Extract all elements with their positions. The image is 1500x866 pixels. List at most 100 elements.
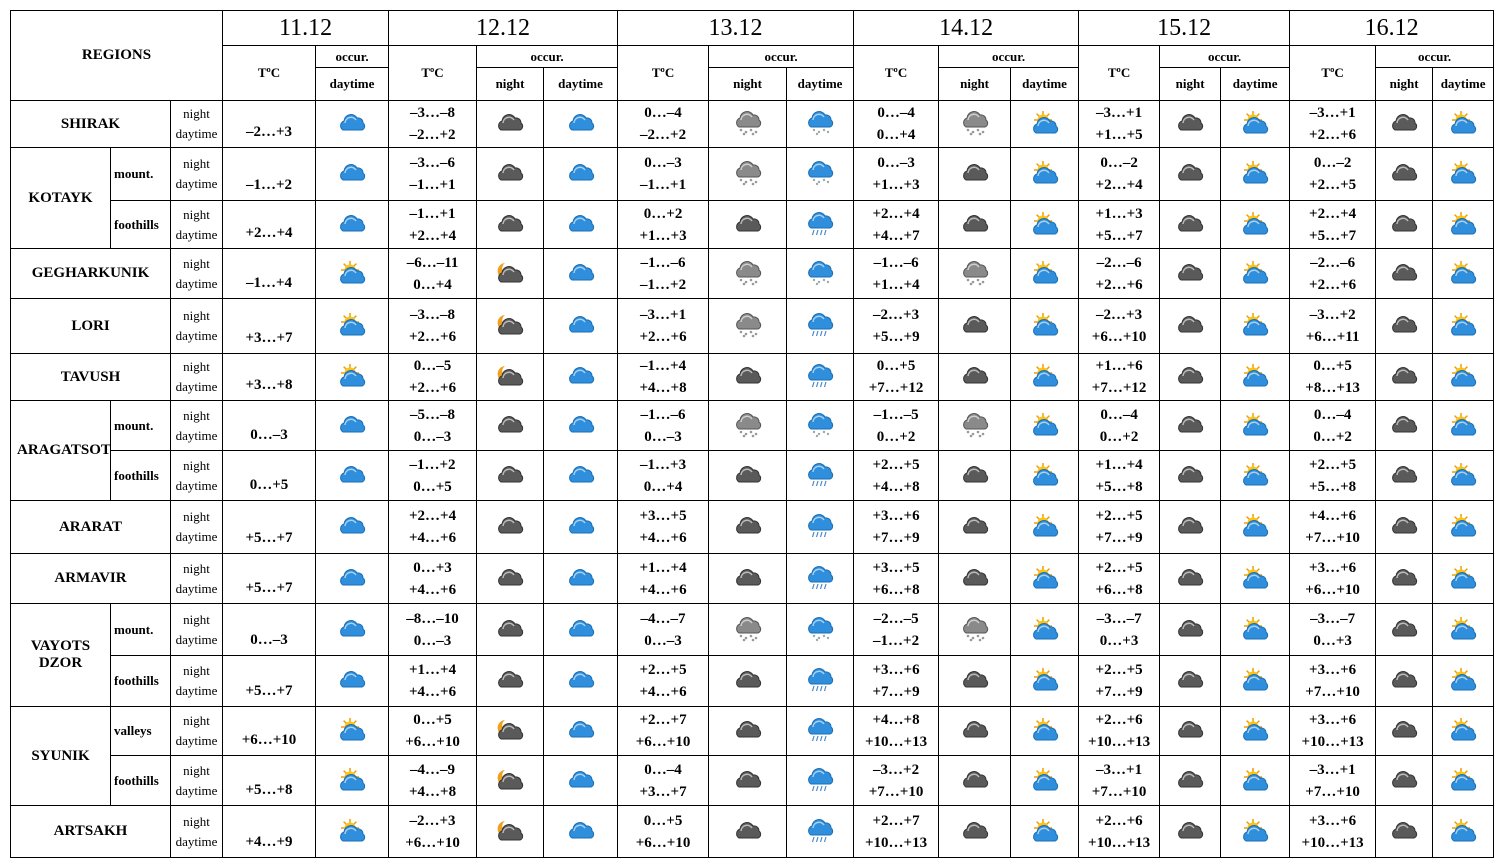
temp-cell: 0…+2 +1…+3: [617, 200, 710, 249]
subregion: foothills: [110, 755, 171, 806]
weather-icon: [962, 316, 988, 333]
icon-cell: [1375, 353, 1434, 401]
temp-cell: –1…–6 –1…+2: [617, 248, 710, 299]
icon-cell: [938, 248, 1012, 299]
temperature: –2…+2: [409, 127, 456, 143]
icon-cell: [938, 755, 1012, 806]
weather-icon: [340, 260, 366, 283]
region-name: ARMAVIR: [10, 553, 171, 604]
weather-icon: [568, 465, 594, 482]
period-labels: night daytime: [169, 450, 224, 501]
temp-header: TºC: [388, 45, 478, 101]
icon-cell: [543, 298, 619, 354]
icon-cell: [315, 553, 390, 604]
temperature: –2…+3: [409, 812, 456, 829]
icon-cell: [708, 450, 788, 501]
period-labels: night daytime: [169, 500, 224, 554]
daytime-label: daytime: [175, 427, 218, 443]
region-name: TAVUSH: [10, 353, 171, 401]
temperature: –3…+1: [1309, 761, 1356, 778]
icon-cell: [1010, 603, 1080, 656]
temperature: 0…+3: [413, 559, 452, 576]
icon-cell: [786, 450, 855, 501]
temperature: +5…+9: [872, 329, 920, 345]
icon-cell: [1010, 298, 1080, 354]
temperature: +2…+5: [1095, 508, 1143, 524]
daytime-label: daytime: [175, 580, 218, 596]
weather-icon: [1392, 721, 1418, 738]
weather-icon: [1243, 313, 1269, 336]
weather-icon: [497, 720, 524, 740]
temp-cell: –4…–7 0…–3: [617, 603, 710, 656]
temperature: 0…+2: [1313, 428, 1352, 445]
icon-cell: [543, 755, 619, 806]
temp-cell: +2…+5 +7…+9: [1078, 500, 1161, 554]
region-label: ARAGATSOTN: [17, 442, 111, 458]
night-label: night: [183, 611, 210, 627]
region-name: ARAGATSOTN: [10, 400, 111, 501]
temp-cell: –3…+1 +2…+6: [1289, 100, 1377, 148]
temperature: +3…+5: [872, 559, 920, 576]
weather-icon: [1451, 718, 1477, 741]
temperature: 0…+5: [643, 812, 683, 829]
temperature: +4…+6: [639, 684, 687, 700]
weather-icon: [962, 721, 988, 738]
icon-cell: [543, 400, 619, 451]
weather-icon: [498, 619, 524, 636]
temperature: +2…+6: [639, 329, 687, 345]
icon-cell: [1375, 500, 1434, 554]
temp-cell: 0…+5 +8…+13: [1289, 353, 1377, 401]
temperature: +4…+6: [408, 581, 457, 598]
icon-cell: [1375, 655, 1434, 707]
region-label: ARMAVIR: [54, 570, 127, 586]
weather-icon: [808, 161, 834, 186]
weather-icon: [497, 262, 524, 282]
subregion: mount.: [110, 603, 171, 656]
weather-icon: [1392, 517, 1418, 534]
weather-icon: [568, 671, 594, 688]
weather-icon: [1451, 412, 1477, 435]
temperature: –3…–7: [1096, 610, 1142, 627]
daytime-label: daytime: [175, 631, 218, 647]
region-row: foothills night daytime +2…+4 –1…+1 +2…+4 0…+2…: [11, 200, 1495, 249]
region-name: KOTAYK: [10, 147, 111, 249]
period-labels: night daytime: [169, 298, 224, 354]
temperature: +6…+10: [635, 834, 691, 851]
temp-cell: +3…+5 +4…+6: [617, 500, 710, 554]
icon-cell: [786, 553, 855, 604]
weather-icon: [568, 214, 594, 231]
weather-icon: [497, 366, 524, 386]
weather-icon: [735, 517, 761, 534]
temperature: 0…–3: [644, 155, 682, 171]
weather-icon: [1243, 668, 1269, 691]
temp-header: TºC: [617, 45, 710, 101]
icon-cell: [476, 603, 545, 656]
region-row: ARAGATSOTNmount. night daytime 0…–3 –5…–8 0…–…: [10, 400, 1495, 501]
weather-icon: [497, 315, 524, 335]
temperature: 0…–3: [250, 427, 288, 443]
temperature: –3…+1: [640, 307, 687, 323]
temperature: +8…+13: [1305, 380, 1360, 396]
regions-header: REGIONS: [9, 10, 224, 101]
temperature: +3…+6: [1309, 812, 1357, 829]
temperature: –1…–5: [873, 406, 919, 423]
weather-icon: [808, 211, 834, 235]
weather-icon: [1451, 462, 1477, 485]
weather-icon: [1032, 565, 1058, 588]
daytime-label: daytime: [175, 176, 218, 191]
daytime-label: daytime: [1440, 76, 1486, 91]
night-label: night: [183, 407, 210, 423]
icon-cell: [543, 147, 619, 201]
temp-cell: 0…+3 +4…+6: [388, 553, 478, 604]
weather-icon: [568, 770, 594, 787]
temperature: 0…–4: [877, 105, 915, 121]
icon-cell: [1432, 353, 1495, 401]
temp-cell: –5…–8 0…–3: [388, 400, 478, 451]
temperature: +5…+7: [1095, 227, 1143, 244]
weather-icon: [735, 161, 761, 186]
region-row: ARARAT night daytime +5…+7 +2…+4 +4…+6 +3…+5 +4…: [10, 500, 1495, 554]
occur-label: occur.: [530, 48, 564, 64]
icon-cell: [708, 100, 788, 148]
occur-label: occur.: [764, 48, 798, 64]
temperature: 0…–3: [644, 428, 682, 445]
